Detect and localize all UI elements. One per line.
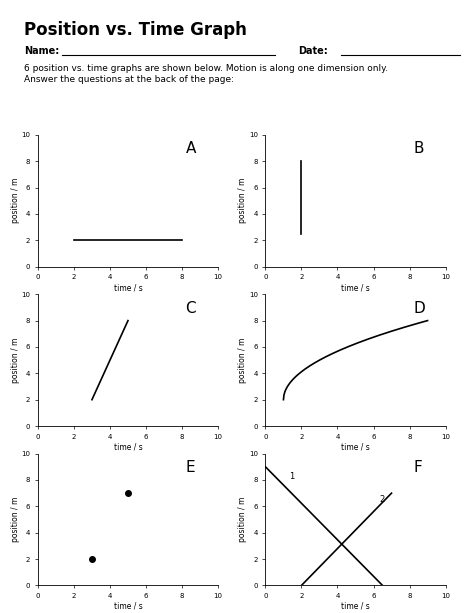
Text: 2: 2	[379, 495, 384, 504]
Text: Position vs. Time Graph: Position vs. Time Graph	[24, 21, 246, 39]
Text: Date:: Date:	[299, 46, 328, 56]
Y-axis label: position / m: position / m	[238, 337, 247, 383]
Text: A: A	[186, 142, 196, 156]
Y-axis label: position / m: position / m	[11, 497, 20, 543]
X-axis label: time / s: time / s	[341, 602, 370, 611]
Text: 6 position vs. time graphs are shown below. Motion is along one dimension only.
: 6 position vs. time graphs are shown bel…	[24, 64, 388, 84]
Y-axis label: position / m: position / m	[11, 178, 20, 224]
Y-axis label: position / m: position / m	[238, 178, 247, 224]
Text: D: D	[413, 301, 425, 316]
X-axis label: time / s: time / s	[114, 602, 142, 611]
X-axis label: time / s: time / s	[114, 283, 142, 292]
Y-axis label: position / m: position / m	[11, 337, 20, 383]
Y-axis label: position / m: position / m	[238, 497, 247, 543]
Text: 1: 1	[289, 471, 294, 481]
X-axis label: time / s: time / s	[341, 283, 370, 292]
Text: Name:: Name:	[24, 46, 59, 56]
Text: F: F	[413, 460, 422, 475]
Text: E: E	[186, 460, 195, 475]
X-axis label: time / s: time / s	[114, 443, 142, 451]
Text: C: C	[186, 301, 196, 316]
Text: B: B	[413, 142, 424, 156]
X-axis label: time / s: time / s	[341, 443, 370, 451]
